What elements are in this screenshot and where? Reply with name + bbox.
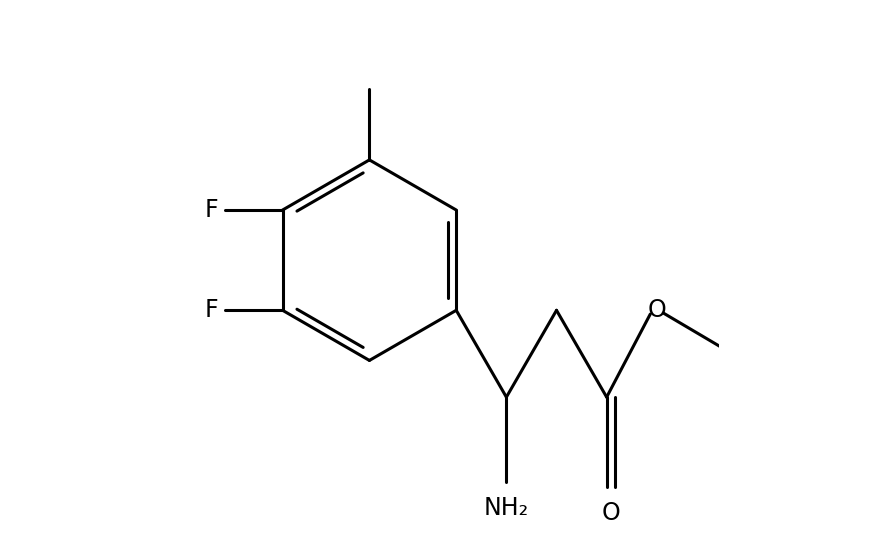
Text: O: O (601, 501, 620, 525)
Text: O: O (648, 298, 666, 322)
Text: NH₂: NH₂ (484, 496, 529, 520)
Text: F: F (205, 298, 219, 322)
Text: F: F (205, 198, 219, 222)
